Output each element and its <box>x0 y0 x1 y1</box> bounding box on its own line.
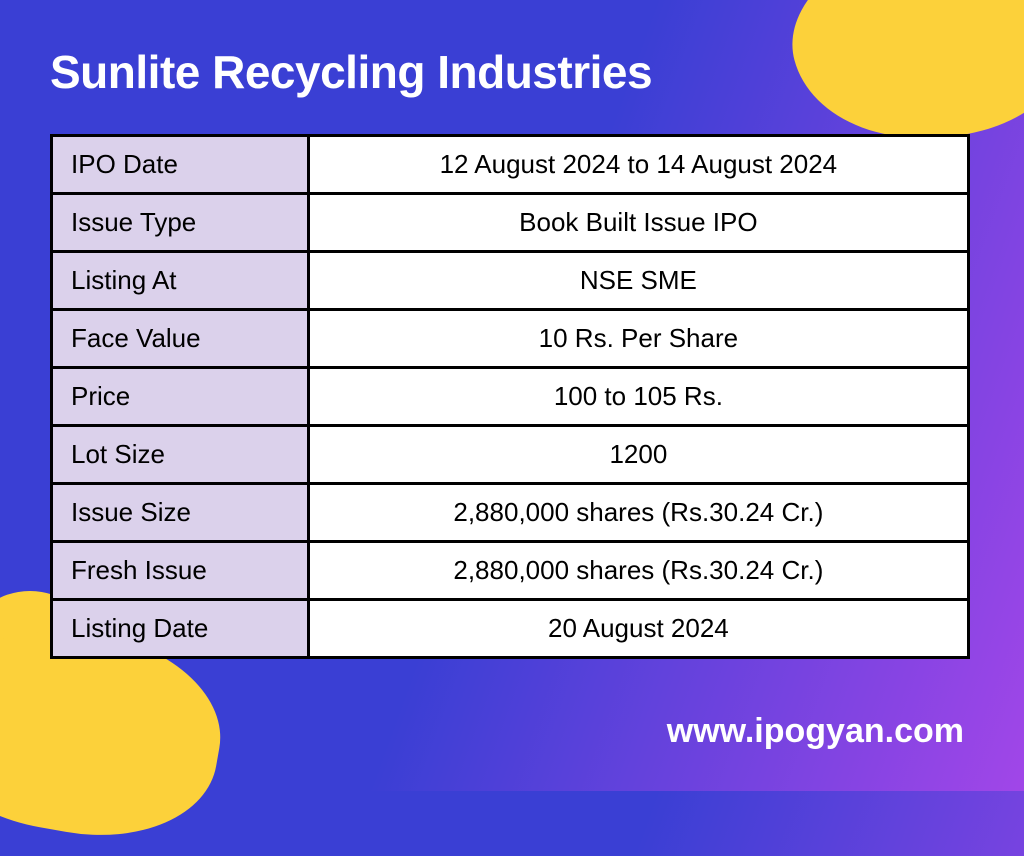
table-row: IPO Date 12 August 2024 to 14 August 202… <box>52 136 969 194</box>
row-label: Issue Size <box>52 484 309 542</box>
table-row: Fresh Issue 2,880,000 shares (Rs.30.24 C… <box>52 542 969 600</box>
table-row: Issue Type Book Built Issue IPO <box>52 194 969 252</box>
table-row: Listing Date 20 August 2024 <box>52 600 969 658</box>
table-row: Listing At NSE SME <box>52 252 969 310</box>
row-label: Price <box>52 368 309 426</box>
row-value: 1200 <box>308 426 968 484</box>
row-value: NSE SME <box>308 252 968 310</box>
row-label: Listing Date <box>52 600 309 658</box>
row-value: 12 August 2024 to 14 August 2024 <box>308 136 968 194</box>
row-value: Book Built Issue IPO <box>308 194 968 252</box>
row-label: Face Value <box>52 310 309 368</box>
table-row: Face Value 10 Rs. Per Share <box>52 310 969 368</box>
table-row: Price 100 to 105 Rs. <box>52 368 969 426</box>
row-label: Listing At <box>52 252 309 310</box>
row-label: Fresh Issue <box>52 542 309 600</box>
row-value: 2,880,000 shares (Rs.30.24 Cr.) <box>308 484 968 542</box>
row-label: IPO Date <box>52 136 309 194</box>
row-value: 2,880,000 shares (Rs.30.24 Cr.) <box>308 542 968 600</box>
footer-url: www.ipogyan.com <box>667 712 964 751</box>
row-label: Lot Size <box>52 426 309 484</box>
row-value: 10 Rs. Per Share <box>308 310 968 368</box>
table-row: Issue Size 2,880,000 shares (Rs.30.24 Cr… <box>52 484 969 542</box>
row-value: 100 to 105 Rs. <box>308 368 968 426</box>
row-value: 20 August 2024 <box>308 600 968 658</box>
row-label: Issue Type <box>52 194 309 252</box>
content-container: Sunlite Recycling Industries IPO Date 12… <box>0 0 1024 704</box>
page-title: Sunlite Recycling Industries <box>50 45 974 99</box>
table-row: Lot Size 1200 <box>52 426 969 484</box>
ipo-details-table: IPO Date 12 August 2024 to 14 August 202… <box>50 134 970 659</box>
